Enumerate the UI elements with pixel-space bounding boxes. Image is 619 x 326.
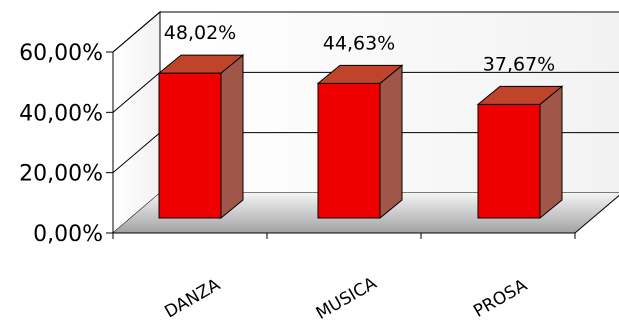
- y-tick-label: 60,00%: [19, 41, 103, 66]
- y-tick-label: 0,00%: [33, 222, 103, 247]
- bar-prosa: [477, 103, 541, 219]
- data-label: 48,02%: [164, 22, 236, 44]
- x-tick-label: DANZA: [161, 275, 224, 323]
- bar-musica: [317, 82, 381, 219]
- bar-side: [379, 64, 403, 220]
- data-label: 37,67%: [483, 53, 555, 75]
- bar-side: [539, 85, 563, 220]
- bar-top: [476, 85, 564, 105]
- data-label: 44,63%: [323, 32, 395, 54]
- floor-edge: [574, 194, 619, 234]
- bars: [157, 54, 564, 220]
- bar-top: [157, 54, 245, 74]
- x-tick-label: PROSA: [470, 275, 531, 322]
- bar-top: [316, 64, 404, 84]
- bar-side: [220, 54, 244, 220]
- y-tick-label: 20,00%: [19, 162, 103, 187]
- x-tick-label: MUSICA: [313, 273, 381, 324]
- axes: 0,00% 20,00% 40,00% 60,00%: [19, 41, 619, 247]
- y-tick-label: 40,00%: [19, 101, 103, 126]
- bar-danza: [158, 72, 222, 219]
- gridline: [112, 11, 619, 53]
